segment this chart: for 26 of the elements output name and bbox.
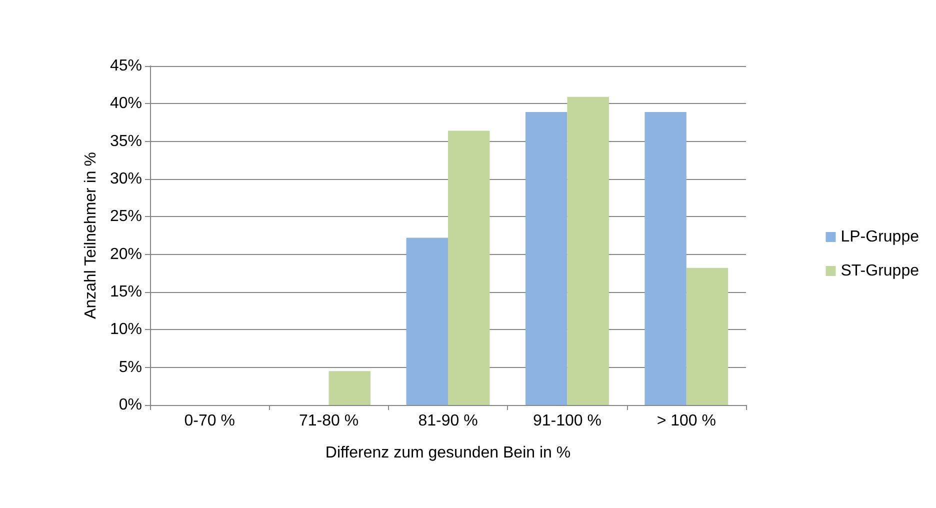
bar (567, 96, 609, 405)
y-tick-label: 30% (110, 170, 142, 188)
bar (686, 268, 728, 405)
y-tick-label: 40% (110, 95, 142, 112)
x-tick-label: 0-70 % (184, 412, 235, 430)
x-axis-title: Differenz zum gesunden Bein in % (325, 444, 571, 462)
x-tick-label: 91-100 % (532, 412, 602, 430)
x-tick-label: > 100 % (656, 412, 716, 430)
bar (448, 130, 490, 405)
y-tick-label: 35% (110, 132, 142, 150)
legend-label: LP-Gruppe (840, 228, 920, 246)
legend-label: ST-Gruppe (840, 262, 920, 280)
bar (406, 238, 448, 405)
bar (525, 112, 568, 405)
y-tick-label: 0% (118, 396, 142, 414)
y-tick-label: 15% (110, 284, 142, 300)
bar (328, 371, 371, 405)
y-tick-label: 5% (118, 358, 142, 376)
x-tick-label: 71-80 % (299, 412, 359, 430)
y-tick-label: 45% (110, 58, 142, 74)
y-tick-label: 25% (110, 208, 142, 226)
y-tick-label: 20% (110, 246, 142, 263)
y-tick-label: 10% (110, 321, 142, 338)
bar (644, 112, 686, 405)
x-tick-label: 81-90 % (418, 412, 478, 430)
y-axis-title: Anzahl Teilnehmer in % (82, 152, 100, 319)
